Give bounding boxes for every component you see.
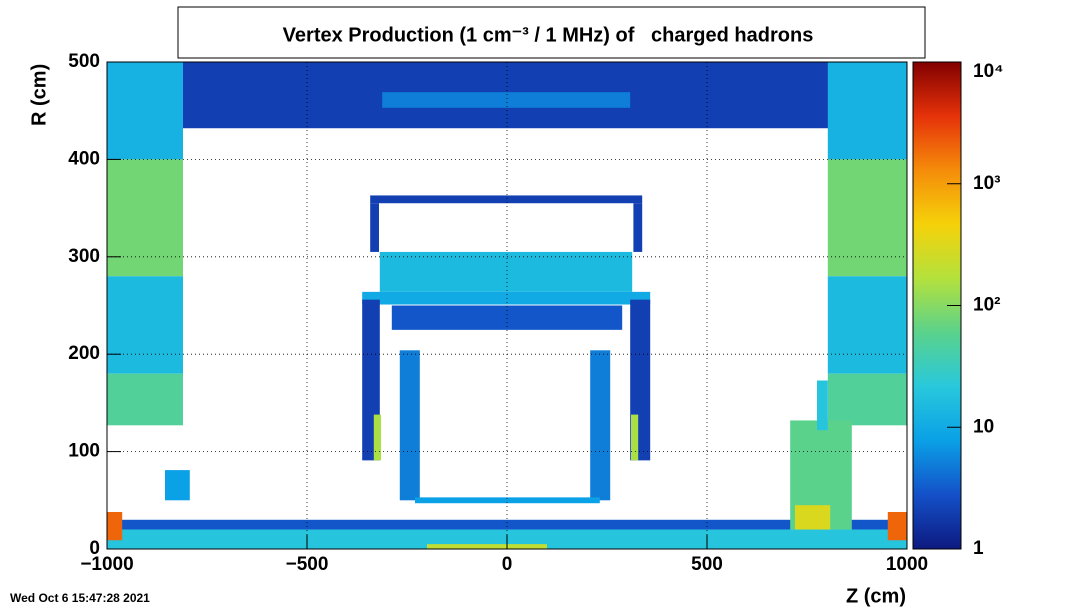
x-tick-label: 0 <box>502 554 513 575</box>
x-tick-label: −1000 <box>80 554 133 575</box>
chart-title: Vertex Production (1 cm⁻³ / 1 MHz) of ch… <box>283 24 814 46</box>
heatmap-cell <box>887 511 907 541</box>
heatmap-cell <box>107 373 183 426</box>
x-tick-label: −500 <box>286 554 329 575</box>
heatmap-cell <box>362 291 651 305</box>
z-tick-label: 10³ <box>973 173 1000 194</box>
x-tick-label: 1000 <box>886 554 928 575</box>
heatmap-cell <box>391 305 623 330</box>
heatmap-cell <box>107 62 183 160</box>
heatmap-cell <box>827 62 907 160</box>
heatmap-cell <box>373 414 381 461</box>
y-tick-label: 0 <box>89 538 100 559</box>
z-tick-label: 10 <box>973 416 994 437</box>
heatmap-cell <box>107 159 183 277</box>
heatmap-cell <box>827 373 907 426</box>
heatmap-cell <box>107 511 123 541</box>
title-box <box>177 6 926 59</box>
heatmap-cell <box>827 276 907 374</box>
y-tick-label: 100 <box>68 441 100 462</box>
z-tick-label: 1 <box>973 538 984 559</box>
timestamp: Wed Oct 6 15:47:28 2021 <box>10 591 150 605</box>
heatmap-cell <box>370 203 379 252</box>
heatmap-cell <box>379 251 633 292</box>
heatmap-cell <box>633 203 643 252</box>
heatmap-cell <box>631 414 639 461</box>
y-axis-label: R (cm) <box>28 64 50 126</box>
z-tick-label: 10⁴ <box>973 61 1004 82</box>
heatmap-cell <box>107 519 907 530</box>
heatmap-cell <box>827 159 907 277</box>
z-tick-label: 10² <box>973 295 1000 316</box>
heatmap-cell <box>415 497 600 504</box>
heatmap-cell <box>427 544 547 549</box>
heatmap-cell <box>590 350 611 501</box>
heatmap-cell <box>382 92 631 108</box>
heatmap-cell <box>107 276 183 374</box>
y-tick-label: 300 <box>68 246 100 267</box>
heatmap-cell <box>370 195 643 204</box>
x-axis-label: Z (cm) <box>846 585 906 607</box>
heatmap-cell <box>795 505 831 530</box>
y-tick-label: 500 <box>68 51 100 72</box>
heatmap-cell <box>817 380 828 431</box>
y-tick-label: 400 <box>68 148 100 169</box>
heatmap-cell <box>165 470 190 501</box>
x-tick-label: 500 <box>691 554 723 575</box>
heatmap-cell <box>399 350 420 501</box>
plot-area <box>107 62 907 549</box>
y-tick-label: 200 <box>68 343 100 364</box>
